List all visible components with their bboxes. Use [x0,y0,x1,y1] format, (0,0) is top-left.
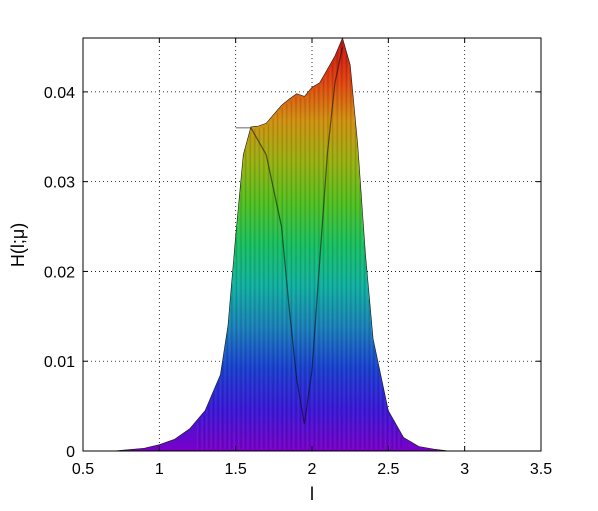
x-tick-label: 2 [308,461,317,478]
x-axis: 0.5 1 1.5 2 2.5 3 3.5 [72,38,552,478]
surface-fold-edge [235,46,344,425]
y-tick-label: 0.03 [44,175,75,192]
y-axis-title: H(l;μ) [8,223,28,267]
x-tick-label: 3.5 [530,461,552,478]
x-tick-label: 0.5 [72,461,94,478]
x-tick-label: 3 [460,461,469,478]
y-tick-label: 0.01 [44,354,75,371]
surface-area [113,37,450,452]
x-tick-label: 1.5 [225,461,247,478]
surface-envelope [113,37,450,452]
y-tick-label: 0 [66,444,75,461]
x-tick-label: 2.5 [377,461,399,478]
y-tick-label: 0.04 [44,85,75,102]
x-axis-title: l [310,484,314,504]
x-tick-label: 1 [155,461,164,478]
y-tick-label: 0.02 [44,264,75,281]
y-axis: 0 0.01 0.02 0.03 0.04 [44,85,541,461]
